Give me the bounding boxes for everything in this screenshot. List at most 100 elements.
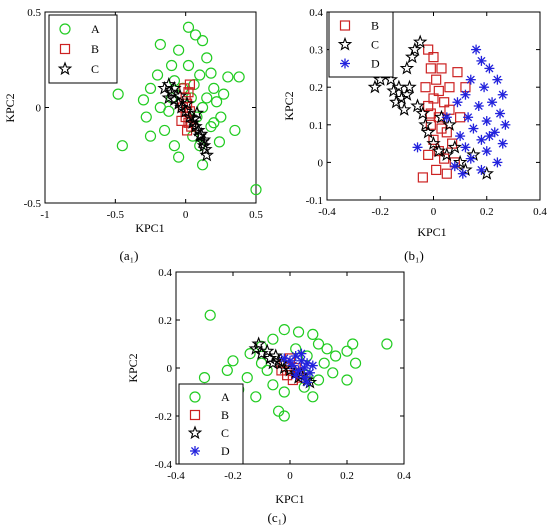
point-a [349, 357, 362, 369]
ticks-a1: -1 -0.5 0 0.5-0.500.5 [24, 7, 264, 221]
y-tick-label: -0.5 [24, 198, 42, 210]
point-d [287, 360, 298, 371]
point-c [179, 96, 195, 110]
legend-marker-c [57, 61, 73, 76]
point-a [327, 367, 339, 379]
point-a [168, 140, 181, 152]
y-tick-label: 0.2 [158, 315, 172, 327]
point-d [465, 74, 476, 85]
point-b [181, 125, 193, 136]
point-a [173, 44, 185, 56]
x-tick-label: 0.4 [397, 470, 411, 482]
point-a [140, 111, 152, 123]
point-b [428, 52, 439, 63]
point-d [497, 138, 508, 149]
point-b [184, 79, 195, 90]
xlabel-a1: KPC1 [135, 221, 164, 235]
legend-label-b: B [91, 42, 99, 56]
point-a [144, 82, 157, 95]
x-tick-label: 0.2 [340, 470, 354, 482]
point-c [410, 98, 425, 113]
point-a [158, 124, 171, 137]
point-a [229, 124, 241, 137]
legend-marker-b [339, 20, 351, 31]
point-d [481, 146, 492, 157]
x-tick-label: -0.2 [372, 206, 389, 218]
point-a [233, 71, 245, 83]
point-c [164, 84, 179, 99]
point-d [492, 74, 503, 85]
point-d [279, 353, 290, 364]
point-a [347, 338, 359, 350]
point-a [278, 410, 290, 422]
point-a [189, 29, 202, 41]
y-tick-label: 0.3 [309, 45, 323, 57]
point-a [201, 92, 213, 104]
point-a [341, 345, 353, 357]
y-tick-label: 0.5 [27, 7, 41, 19]
point-a [261, 364, 273, 376]
y-tick-label: 0 [36, 103, 42, 115]
y-tick-label: -0.2 [155, 411, 172, 423]
point-a [166, 59, 178, 72]
point-c [399, 60, 415, 75]
point-d [484, 131, 495, 142]
point-d [460, 142, 471, 153]
point-a [173, 151, 185, 163]
point-c [193, 126, 209, 141]
point-a [250, 184, 262, 196]
y-tick-label: 0.2 [309, 82, 323, 94]
legend-box [178, 383, 244, 465]
x-tick-label: 0.2 [480, 206, 494, 218]
point-d [441, 112, 452, 123]
point-a [250, 391, 262, 403]
point-c [404, 49, 420, 64]
point-a [211, 96, 223, 108]
ylabel-c1: KPC2 [126, 353, 140, 382]
point-a [278, 386, 290, 398]
point-c [259, 343, 275, 358]
point-d [290, 370, 301, 381]
point-d [465, 153, 476, 164]
legend-label-b: B [221, 408, 229, 422]
point-a [116, 140, 128, 152]
marks-b1 [367, 34, 511, 183]
x-tick-label: -0.4 [318, 206, 336, 218]
point-a [196, 159, 209, 171]
point-a [208, 82, 220, 95]
point-d [476, 164, 487, 175]
legend-label-c: C [221, 426, 229, 440]
point-b [425, 63, 436, 74]
point-c [383, 72, 399, 86]
point-b [423, 44, 434, 55]
point-d [460, 89, 471, 100]
legend-marker-b [189, 409, 201, 421]
panel-b1: -0.4 -0.2 0 0.2 0.4 -0.1 0 0.1 0.2 0.3 0.4 BCD KPC… [282, 7, 547, 263]
point-a [307, 391, 319, 403]
point-c [407, 42, 423, 56]
point-a [278, 324, 290, 336]
point-c [420, 124, 436, 139]
point-d [307, 360, 318, 371]
point-d [489, 127, 500, 138]
legend-marker-a [189, 391, 201, 403]
point-c [282, 362, 298, 377]
legend-marker-d [340, 58, 350, 69]
y-tick-label: 0 [167, 363, 173, 375]
legend-box [48, 14, 118, 84]
point-d [302, 377, 313, 388]
point-a [307, 328, 319, 340]
point-c [386, 83, 401, 98]
point-a [205, 120, 217, 133]
point-d [492, 157, 503, 168]
point-b [179, 83, 190, 94]
point-a [318, 357, 330, 369]
point-c [399, 87, 415, 101]
point-c [161, 76, 177, 91]
point-b [428, 93, 439, 104]
point-c [415, 105, 431, 120]
legend-box [328, 11, 394, 78]
legend-label-a: A [221, 390, 230, 404]
legend-a1: ABC [48, 14, 118, 84]
point-d [476, 55, 487, 66]
